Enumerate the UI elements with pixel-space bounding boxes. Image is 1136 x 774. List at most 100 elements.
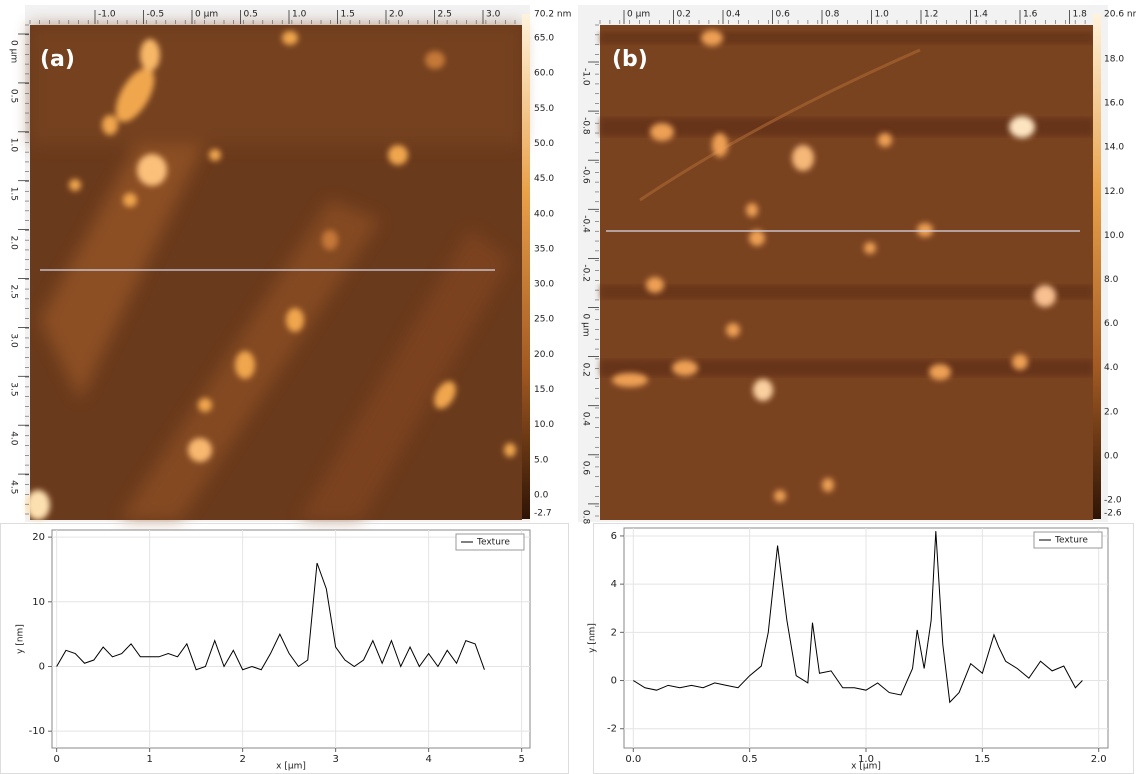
x-tick-label: 1.0 bbox=[858, 754, 874, 765]
colorbar-label: 0.0 bbox=[1104, 451, 1119, 461]
ruler-label: 2.5 bbox=[438, 10, 452, 20]
legend-label: Texture bbox=[476, 538, 510, 548]
ruler-label: -0.5 bbox=[147, 10, 165, 20]
ruler-label: 4.5 bbox=[9, 480, 19, 494]
afm-image bbox=[600, 25, 1093, 520]
ruler-label: -0.2 bbox=[581, 264, 591, 282]
ruler-label: 0.4 bbox=[726, 10, 741, 20]
x-tick-label: 0 bbox=[53, 754, 59, 765]
ruler-label: 2.5 bbox=[9, 285, 19, 299]
colorbar-label: 35.0 bbox=[534, 244, 554, 254]
ruler-label: 3.0 bbox=[9, 333, 19, 348]
colorbar-label: 5.0 bbox=[534, 455, 549, 465]
y-tick-label: 10 bbox=[32, 597, 45, 608]
ruler-label: 1.2 bbox=[924, 10, 938, 20]
ruler-label: 2.0 bbox=[9, 236, 19, 251]
ruler-label: -1.0 bbox=[98, 10, 116, 20]
y-tick-label: 2 bbox=[611, 627, 617, 638]
y-tick-label: 20 bbox=[32, 532, 45, 543]
ruler-label: 1.4 bbox=[974, 10, 989, 20]
colorbar-label: 6.0 bbox=[1104, 319, 1119, 329]
colorbar-label: 15.0 bbox=[534, 385, 554, 395]
ruler-label: 2.0 bbox=[389, 10, 404, 20]
legend-label: Texture bbox=[1054, 536, 1088, 546]
ruler-label: 3.0 bbox=[486, 10, 501, 20]
x-tick-label: 1 bbox=[146, 754, 152, 765]
ruler-label: 0 µm bbox=[195, 10, 218, 20]
legend-box bbox=[1033, 531, 1103, 549]
colorbar-label: 40.0 bbox=[534, 209, 554, 219]
colorbar-label: 45.0 bbox=[534, 174, 554, 184]
ruler-label: 0.5 bbox=[9, 89, 19, 103]
x-tick-label: 0.5 bbox=[742, 754, 758, 765]
ruler-label: 0 µm bbox=[9, 40, 19, 63]
x-tick-label: 5 bbox=[518, 754, 524, 765]
colorbar-label: 65.0 bbox=[534, 34, 554, 44]
colorbar-label: 16.0 bbox=[1104, 99, 1124, 109]
afm-image bbox=[26, 25, 522, 520]
panel-label: (a) bbox=[40, 47, 75, 72]
ruler-label: -1.0 bbox=[581, 68, 591, 86]
ruler-label: -0.6 bbox=[581, 166, 591, 184]
ruler-label: 0 µm bbox=[627, 10, 650, 20]
legend-box bbox=[455, 533, 525, 551]
colorbar bbox=[522, 14, 530, 519]
ruler-label: 1.5 bbox=[341, 10, 355, 20]
y-tick-label: 6 bbox=[611, 531, 617, 542]
ruler-label: 1.0 bbox=[292, 10, 307, 20]
x-axis-label: x [µm] bbox=[276, 762, 306, 772]
colorbar-label: 20.0 bbox=[534, 350, 554, 360]
plot-area bbox=[51, 529, 531, 749]
y-axis-label: y [nm] bbox=[16, 624, 26, 654]
y-axis-label: y [nm] bbox=[588, 623, 598, 653]
ruler-label: 1.0 bbox=[875, 10, 890, 20]
ruler-label: 0 µm bbox=[581, 314, 591, 337]
ruler-label: 0.2 bbox=[581, 363, 591, 377]
colorbar-label: 30.0 bbox=[534, 280, 554, 290]
x-tick-label: 2.0 bbox=[1091, 754, 1107, 765]
ruler-label: 1.0 bbox=[9, 138, 19, 153]
profile-line bbox=[633, 531, 1083, 704]
y-tick-label: -2 bbox=[607, 724, 617, 735]
ruler-label: 1.8 bbox=[1073, 10, 1088, 20]
y-tick-label: 4 bbox=[611, 579, 617, 590]
y-tick-label: -10 bbox=[29, 726, 45, 737]
ruler-label: 1.5 bbox=[9, 187, 19, 201]
panel-label: (b) bbox=[612, 47, 648, 72]
y-tick-label: 0 bbox=[611, 676, 617, 687]
ruler-label: 1.6 bbox=[1023, 10, 1038, 20]
ruler-label: 0.6 bbox=[581, 461, 591, 476]
colorbar-label: -2.7 bbox=[534, 509, 552, 519]
x-tick-label: 0.0 bbox=[625, 754, 641, 765]
profile-line bbox=[56, 562, 485, 671]
y-tick-label: 0 bbox=[39, 661, 45, 672]
colorbar-label: 0.0 bbox=[534, 491, 549, 501]
colorbar-label: 20.6 nm bbox=[1104, 10, 1136, 20]
x-axis-label: x [µm] bbox=[851, 762, 881, 772]
colorbar-label: 60.0 bbox=[534, 69, 554, 79]
colorbar-label: 14.0 bbox=[1104, 143, 1124, 153]
colorbar bbox=[1093, 14, 1101, 519]
ruler-label: 0.8 bbox=[581, 510, 591, 525]
ruler-label: 0.2 bbox=[677, 10, 691, 20]
colorbar-label: 50.0 bbox=[534, 139, 554, 149]
colorbar-label: -2.6 bbox=[1104, 509, 1122, 519]
colorbar-label: 10.0 bbox=[1104, 231, 1124, 241]
ruler-label: 3.5 bbox=[9, 382, 19, 396]
colorbar-label: 8.0 bbox=[1104, 275, 1119, 285]
ruler-label: -0.4 bbox=[581, 215, 591, 233]
x-tick-label: 1.5 bbox=[974, 754, 990, 765]
x-tick-label: 2 bbox=[239, 754, 245, 765]
colorbar-label: 2.0 bbox=[1104, 407, 1119, 417]
ruler-label: -0.8 bbox=[581, 117, 591, 135]
colorbar-label: 18.0 bbox=[1104, 55, 1124, 65]
x-tick-label: 3 bbox=[332, 754, 338, 765]
colorbar-label: 70.2 nm bbox=[534, 10, 571, 20]
colorbar-label: 25.0 bbox=[534, 315, 554, 325]
colorbar-label: 4.0 bbox=[1104, 363, 1119, 373]
colorbar-label: 55.0 bbox=[534, 104, 554, 114]
colorbar-label: 12.0 bbox=[1104, 187, 1124, 197]
colorbar-label: 10.0 bbox=[534, 420, 554, 430]
ruler-label: 0.8 bbox=[825, 10, 840, 20]
